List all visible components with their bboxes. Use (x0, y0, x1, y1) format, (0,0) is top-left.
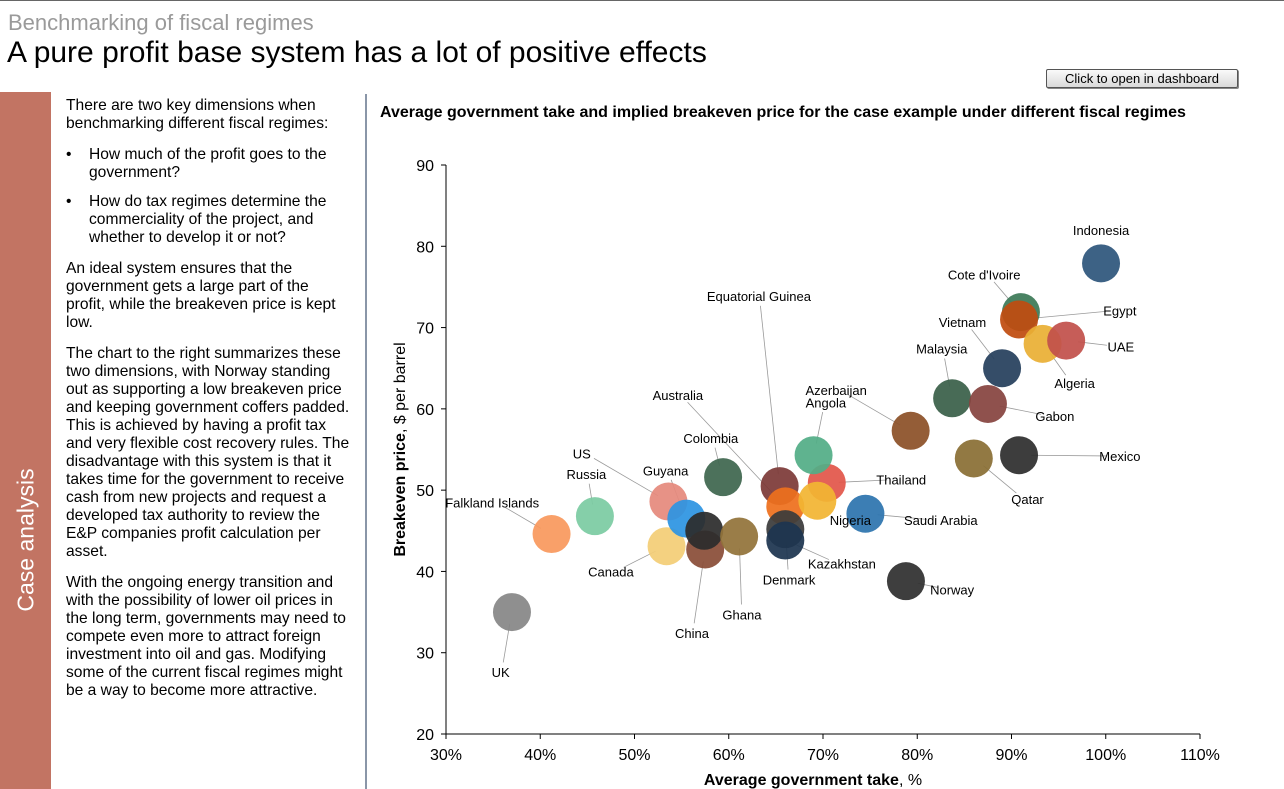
y-tick-label: 20 (416, 727, 434, 744)
point-label: Egypt (1103, 304, 1137, 319)
leader-line (848, 394, 901, 426)
point-label: Azerbaijan (805, 383, 866, 398)
point-label: Ghana (722, 608, 762, 623)
bullet-item: How do tax regimes determine the commerc… (66, 193, 351, 247)
leader-line (693, 561, 704, 624)
point-label: Thailand (876, 473, 926, 488)
bubble-russia (575, 497, 614, 536)
y-tick-label: 80 (416, 239, 434, 256)
x-tick-label: 30% (430, 747, 462, 764)
bullet-item: How much of the profit goes to the gover… (66, 146, 351, 182)
page-title: A pure profit base system has a lot of p… (7, 36, 707, 69)
point-label: Guyana (643, 464, 689, 479)
description-panel: There are two key dimensions when benchm… (66, 97, 351, 713)
bubble-falkland-islands (532, 515, 571, 554)
bubble-vietnam (983, 349, 1022, 388)
bubble-gabon (968, 384, 1007, 423)
leader-line (1030, 310, 1106, 319)
leader-line (760, 305, 779, 475)
x-tick-label: 80% (901, 747, 933, 764)
x-tick-label: 40% (524, 747, 556, 764)
page-supertitle: Benchmarking of fiscal regimes (8, 10, 314, 35)
leader-line (983, 465, 1017, 494)
point-label: Norway (930, 582, 975, 597)
paragraph-outlook: With the ongoing energy transition and w… (66, 574, 346, 699)
bubble-uk (492, 593, 531, 632)
point-label: Russia (567, 467, 608, 482)
point-label: Nigeria (830, 513, 872, 528)
point-label: Cote d'Ivoire (948, 268, 1021, 283)
bubble-egypt (1000, 300, 1039, 339)
bubble-saudi-arabia (846, 494, 885, 533)
paragraph-summary: The chart to the right summarizes these … (66, 345, 350, 560)
x-tick-label: 110% (1180, 747, 1220, 764)
bubble-uae (1047, 321, 1086, 360)
leader-line (877, 514, 927, 520)
x-tick-label: 90% (995, 747, 1027, 764)
point-label: Gabon (1035, 409, 1074, 424)
point-label: Canada (588, 564, 634, 579)
x-tick-label: 60% (713, 747, 745, 764)
y-tick-label: 90 (416, 158, 434, 175)
leader-line (504, 506, 542, 529)
point-label: Equatorial Guinea (707, 289, 812, 304)
dimension-list: How much of the profit goes to the gover… (66, 146, 351, 247)
bubble-qatar (954, 439, 993, 478)
point-label: Qatar (1011, 492, 1044, 507)
bubble-angola (794, 436, 833, 475)
y-tick-label: 30 (416, 646, 434, 663)
point-label: Mexico (1099, 449, 1140, 464)
x-tick-label: 100% (1085, 747, 1126, 764)
bubble-mexico (1000, 436, 1039, 475)
bubble-canada (647, 527, 686, 566)
leader-line (593, 458, 659, 497)
point-label: China (675, 626, 710, 641)
point-label: UAE (1107, 339, 1134, 354)
bubble-norway (886, 562, 925, 601)
x-tick-label: 50% (618, 747, 650, 764)
chart-title: Average government take and implied brea… (380, 104, 1186, 121)
point-label: Falkland Islands (445, 495, 539, 510)
y-tick-label: 70 (416, 321, 434, 338)
bubble-china-2 (685, 511, 724, 550)
bubble-kazakhstan (766, 521, 805, 560)
point-label: Denmark (763, 573, 816, 588)
intro-text: There are two key dimensions when benchm… (66, 97, 329, 132)
y-tick-label: 60 (416, 402, 434, 419)
y-tick-label: 50 (416, 483, 434, 500)
sidebar: Case analysis (0, 92, 51, 789)
top-border (0, 0, 1284, 1)
y-axis-title: Breakeven price, $ per barrel (392, 342, 409, 556)
point-label: Indonesia (1073, 223, 1130, 238)
point-label: Vietnam (939, 315, 986, 330)
point-label: Algeria (1054, 376, 1095, 391)
sidebar-label: Case analysis (12, 468, 39, 612)
vertical-divider (365, 94, 367, 789)
bubble-nigeria (798, 481, 837, 520)
point-label: UK (492, 665, 510, 680)
point-label: Malaysia (916, 342, 968, 357)
x-tick-label: 70% (807, 747, 839, 764)
x-axis-title: Average government take, % (704, 772, 922, 789)
bubble-colombia (704, 458, 743, 497)
point-label: Australia (653, 388, 704, 403)
y-tick-label: 40 (416, 564, 434, 581)
leader-line (838, 479, 888, 483)
leader-line (1031, 454, 1106, 457)
open-dashboard-button[interactable]: Click to open in dashboard (1046, 69, 1238, 88)
paragraph-ideal: An ideal system ensures that the governm… (66, 260, 336, 331)
point-label: Kazakhstan (808, 556, 876, 571)
bubble-indonesia (1082, 244, 1121, 283)
leader-line (999, 405, 1042, 415)
point-label: Saudi Arabia (904, 513, 978, 528)
bubble-azerbaijan (891, 411, 930, 450)
bubble-ghana (720, 517, 759, 556)
point-label: US (573, 447, 591, 462)
leader-line (739, 548, 742, 605)
scatter-chart: 30% 40% 50% 60% 70% 80% 90% 100% 110% 20 30 40 50 60 7… (392, 158, 1220, 789)
bubble-malaysia (933, 379, 972, 418)
point-label: Colombia (683, 431, 739, 446)
point-label: Angola (806, 395, 847, 410)
